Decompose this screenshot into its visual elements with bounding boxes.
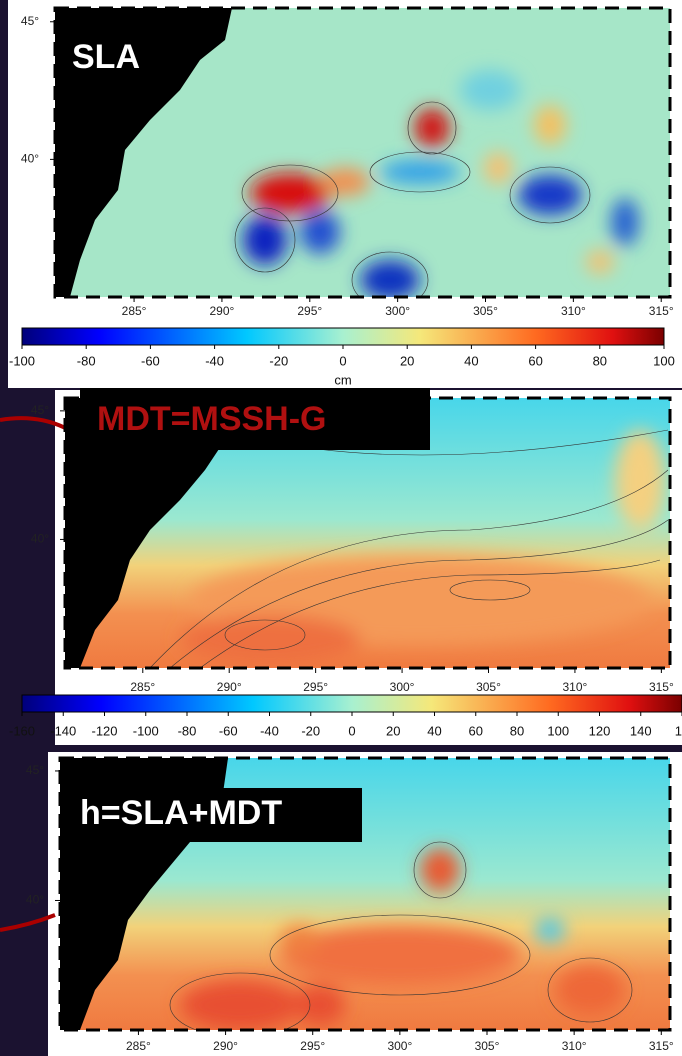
lon-tick-label: 300° — [387, 1039, 412, 1053]
lon-tick-label: 315° — [649, 680, 674, 694]
lon-tick-label: 310° — [563, 680, 588, 694]
colorbar — [21, 327, 665, 346]
lat-tick-label: 45° — [21, 14, 39, 28]
colorbar-tick-label: 120 — [589, 723, 611, 738]
colorbar-tick-label: 60 — [469, 723, 483, 738]
lat-tick-label: 45° — [31, 403, 49, 417]
colorbar-tick-label: 20 — [386, 723, 400, 738]
colorbar-unit: cm — [334, 372, 351, 387]
colorbar-tick-label: -100 — [9, 353, 35, 368]
colorbar-tick-label: 16 — [675, 723, 682, 738]
lon-tick-label: 305° — [476, 680, 501, 694]
lon-tick-label: 290° — [213, 1039, 238, 1053]
lat-tick-label: 45° — [26, 763, 44, 777]
colorbar-tick-label: -60 — [141, 353, 160, 368]
map-frame — [58, 756, 672, 1032]
arrow — [0, 913, 56, 932]
colorbar-tick-label: -40 — [260, 723, 279, 738]
colorbar-tick-label: -20 — [301, 723, 320, 738]
lat-tick-label: 40° — [31, 532, 49, 546]
colorbar-tick-label: 80 — [593, 353, 607, 368]
panel-title: h=SLA+MDT — [80, 794, 282, 832]
lon-tick-label: 310° — [561, 304, 586, 318]
title-box — [80, 388, 430, 450]
panel-title: SLA — [72, 38, 140, 76]
lon-tick-label: 300° — [390, 680, 415, 694]
title-box — [55, 25, 160, 90]
lon-tick-label: 315° — [649, 1039, 674, 1053]
lat-tick-label: 40° — [21, 152, 39, 166]
colorbar — [21, 694, 682, 713]
lon-tick-label: 290° — [210, 304, 235, 318]
colorbar-tick-label: -140 — [50, 723, 76, 738]
colorbar-tick-label: -40 — [205, 353, 224, 368]
lon-tick-label: 310° — [562, 1039, 587, 1053]
lon-tick-label: 305° — [475, 1039, 500, 1053]
lon-tick-label: 295° — [297, 304, 322, 318]
colorbar-tick-label: -80 — [178, 723, 197, 738]
lat-tick-label: 40° — [26, 893, 44, 907]
colorbar-tick-label: 80 — [510, 723, 524, 738]
colorbar-tick-label: 0 — [348, 723, 355, 738]
colorbar-tick-label: -160 — [9, 723, 35, 738]
lon-tick-label: 305° — [473, 304, 498, 318]
lon-tick-label: 295° — [300, 1039, 325, 1053]
colorbar-tick-label: 20 — [400, 353, 414, 368]
colorbar-tick-label: 140 — [630, 723, 652, 738]
lon-tick-label: 300° — [385, 304, 410, 318]
colorbar-tick-label: 0 — [339, 353, 346, 368]
lon-tick-label: 315° — [649, 304, 674, 318]
colorbar-tick-label: -20 — [269, 353, 288, 368]
lon-tick-label: 285° — [130, 680, 155, 694]
lon-tick-label: 290° — [217, 680, 242, 694]
colorbar-tick-label: 40 — [427, 723, 441, 738]
lon-tick-label: 295° — [303, 680, 328, 694]
colorbar-tick-label: 100 — [653, 353, 675, 368]
colorbar-tick-label: -120 — [91, 723, 117, 738]
lon-tick-label: 285° — [126, 1039, 151, 1053]
colorbar-tick-label: 60 — [528, 353, 542, 368]
colorbar-tick-label: -80 — [77, 353, 96, 368]
colorbar-tick-label: 100 — [547, 723, 569, 738]
map-frame — [53, 6, 672, 299]
panel-title: MDT=MSSH-G — [97, 400, 327, 438]
colorbar-tick-label: -100 — [133, 723, 159, 738]
title-box — [75, 788, 362, 842]
lon-tick-label: 285° — [122, 304, 147, 318]
map-frame — [63, 396, 672, 670]
colorbar-tick-label: -60 — [219, 723, 238, 738]
colorbar-tick-label: 40 — [464, 353, 478, 368]
